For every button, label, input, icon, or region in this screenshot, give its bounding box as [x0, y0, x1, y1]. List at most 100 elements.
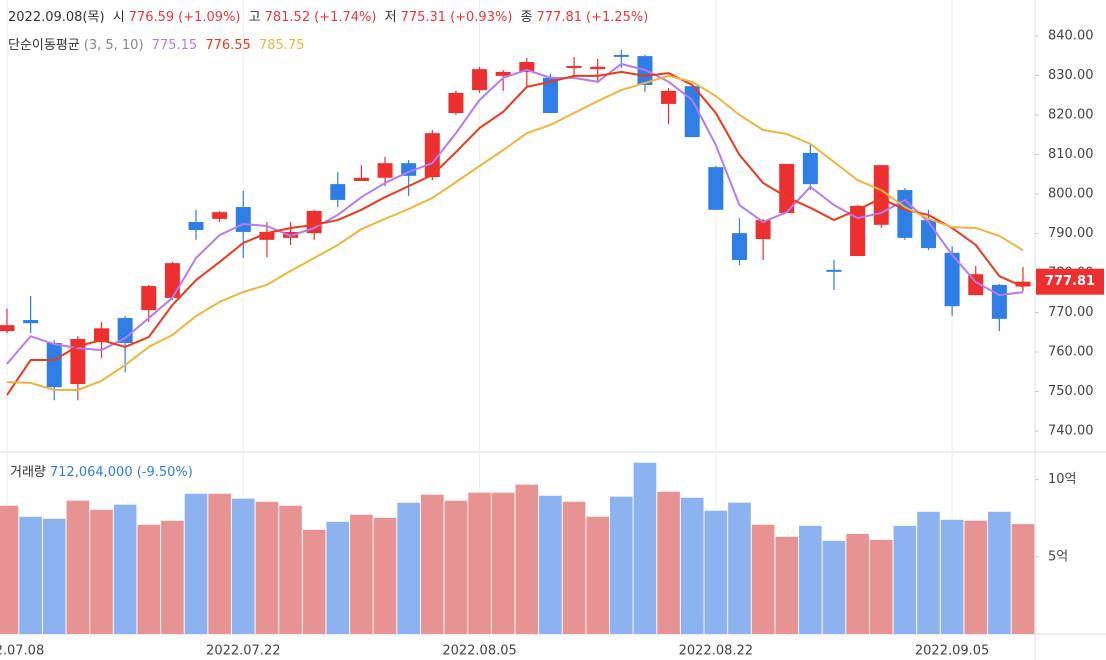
candle-body	[164, 263, 180, 298]
candle-body	[235, 207, 251, 232]
candle-body	[23, 320, 39, 324]
candle-body	[519, 62, 535, 72]
volume-bar	[751, 524, 775, 634]
volume-bar	[0, 505, 19, 634]
y-tick-label: 790.00	[1048, 226, 1094, 241]
candle-body	[897, 190, 913, 238]
y-tick-label: 750.00	[1048, 384, 1094, 399]
candle-body	[448, 92, 464, 113]
candle-body	[46, 342, 62, 388]
volume-bar	[515, 484, 539, 634]
volume-bar	[562, 501, 586, 634]
volume-header: 거래량 712,064,000 (-9.50%)	[10, 461, 197, 480]
candle-body	[212, 212, 228, 219]
high-change: (+1.74%)	[314, 10, 377, 25]
volume-bar	[940, 519, 964, 634]
close-label: 종	[520, 10, 533, 25]
moving-average	[6, 62, 1024, 365]
low-label: 저	[384, 10, 397, 25]
volume-bar	[586, 516, 610, 634]
candle-body	[850, 205, 866, 257]
candle-body	[330, 184, 346, 200]
candle-body	[826, 269, 842, 272]
candle-body	[613, 54, 629, 57]
volume-bar	[988, 511, 1011, 634]
candle-body	[755, 220, 771, 240]
ma-periods: (3, 5, 10)	[83, 38, 144, 53]
high-label: 고	[248, 10, 261, 25]
y-tick-label: 800.00	[1048, 186, 1094, 201]
volume-bar	[1011, 524, 1035, 634]
candle-body	[472, 69, 488, 91]
candle-body	[991, 284, 1007, 319]
volume-bar	[491, 492, 515, 634]
candle-body	[188, 222, 204, 230]
volume-bar	[964, 520, 988, 634]
volume-bar	[137, 524, 161, 634]
volume-bar	[846, 533, 869, 634]
candle-body	[117, 318, 133, 343]
candle-body	[802, 152, 818, 185]
candle-body	[259, 231, 275, 240]
volume-bar	[799, 525, 822, 634]
candle-body	[566, 65, 582, 68]
volume-bar	[350, 514, 373, 634]
volume-bar	[893, 525, 917, 634]
volume-bar	[184, 493, 208, 634]
candle-body	[377, 163, 393, 178]
candle-body	[495, 71, 511, 76]
open-change: (+1.09%)	[178, 10, 241, 25]
volume-bar	[373, 517, 397, 634]
close-value: 777.81	[536, 10, 583, 25]
x-tick-label: 2022.08.05	[442, 644, 516, 659]
candle-body	[920, 220, 936, 249]
ma-value: 775.15	[151, 38, 198, 53]
y-tick-label: 840.00	[1048, 28, 1094, 43]
volume-bar	[113, 504, 137, 634]
price-tag	[1036, 268, 1104, 295]
volume-bar	[444, 500, 468, 634]
candle-body	[708, 167, 724, 210]
open-value: 776.59	[128, 10, 175, 25]
low-value: 775.31	[400, 10, 447, 25]
price-tag-label: 777.81	[1045, 274, 1095, 289]
candle-body	[424, 133, 440, 178]
volume-bar	[208, 493, 231, 634]
volume-bar	[302, 529, 326, 634]
open-label: 시	[112, 10, 125, 25]
ma-value: 785.75	[258, 38, 305, 53]
volume-bar	[680, 497, 704, 634]
candle-body	[779, 163, 795, 213]
volume-bar	[66, 500, 90, 634]
candle-body	[684, 86, 700, 138]
volume-text: 712,064,000 (-9.50%)	[49, 465, 193, 480]
candle-body	[70, 339, 86, 385]
candle-body	[1015, 281, 1031, 287]
candle-body	[731, 233, 747, 260]
volume-bar	[326, 521, 350, 634]
x-tick-label: 2022.08.22	[679, 644, 753, 659]
volume-bar	[42, 518, 66, 634]
y-tick-label: 740.00	[1048, 424, 1094, 439]
volume-bar	[255, 501, 279, 634]
volume-bar	[468, 492, 491, 634]
volume-bar	[279, 505, 302, 634]
volume-bar	[917, 511, 940, 634]
ma-value: 776.55	[205, 38, 251, 53]
y-tick-label: 760.00	[1048, 345, 1094, 360]
y-tick-label: 770.00	[1048, 305, 1094, 320]
x-tick-label: 2022.09.05	[915, 644, 989, 659]
volume-bar	[539, 495, 562, 634]
moving-average	[6, 70, 1024, 396]
volume-bar	[657, 491, 680, 634]
volume-bar	[397, 502, 420, 634]
moving-average	[6, 74, 1024, 391]
ma-header: 단순이동평균 (3, 5, 10) 775.15 776.55 785.75	[8, 34, 308, 53]
ma-label: 단순이동평균	[8, 38, 80, 53]
volume-bar	[775, 536, 799, 634]
high-value: 781.52	[264, 10, 311, 25]
volume-tick-label: 5억	[1048, 549, 1068, 564]
close-change: (+1.25%)	[586, 10, 649, 25]
y-tick-label: 810.00	[1048, 147, 1094, 162]
